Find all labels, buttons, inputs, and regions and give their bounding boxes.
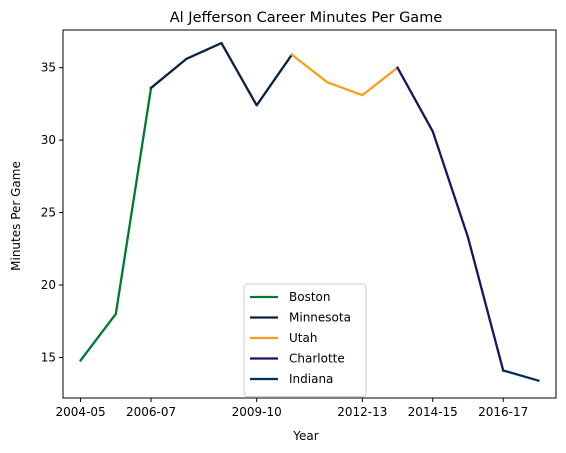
y-tick-label: 25 (41, 206, 56, 220)
y-tick-label: 15 (41, 350, 56, 364)
y-axis-label: Minutes Per Game (9, 161, 23, 271)
x-tick-label: 2009-10 (232, 405, 282, 419)
x-tick-label: 2014-15 (408, 405, 458, 419)
axes-layer: 2004-05 2006-07 2009-10 2012-13 2014-15 2016-… (41, 29, 557, 419)
x-tick-label: 2016-17 (478, 405, 528, 419)
series-line-charlotte (395, 66, 505, 372)
legend-label-utah: Utah (289, 331, 317, 345)
series-line-indiana (501, 369, 540, 383)
x-axis-label: Year (292, 429, 318, 443)
series-line-boston (78, 86, 153, 362)
series-layer (78, 41, 540, 383)
y-tick-label: 35 (41, 61, 56, 75)
legend: Boston Minnesota Utah Charlotte Indiana (243, 283, 367, 397)
x-tick-label: 2004-05 (56, 405, 106, 419)
legend-box (243, 283, 367, 397)
x-tick-label: 2012-13 (337, 405, 387, 419)
x-tick-label: 2006-07 (126, 405, 176, 419)
y-tick-label: 20 (41, 278, 56, 292)
series-line-utah (290, 53, 400, 97)
plot-frame (62, 29, 557, 399)
legend-label-minnesota: Minnesota (289, 311, 351, 325)
chart-title: Al Jefferson Career Minutes Per Game (170, 10, 443, 26)
series-line-minnesota (149, 41, 294, 107)
legend-label-charlotte: Charlotte (289, 352, 345, 366)
legend-label-boston: Boston (289, 290, 330, 304)
y-tick-label: 30 (41, 133, 56, 147)
legend-label-indiana: Indiana (289, 372, 333, 386)
